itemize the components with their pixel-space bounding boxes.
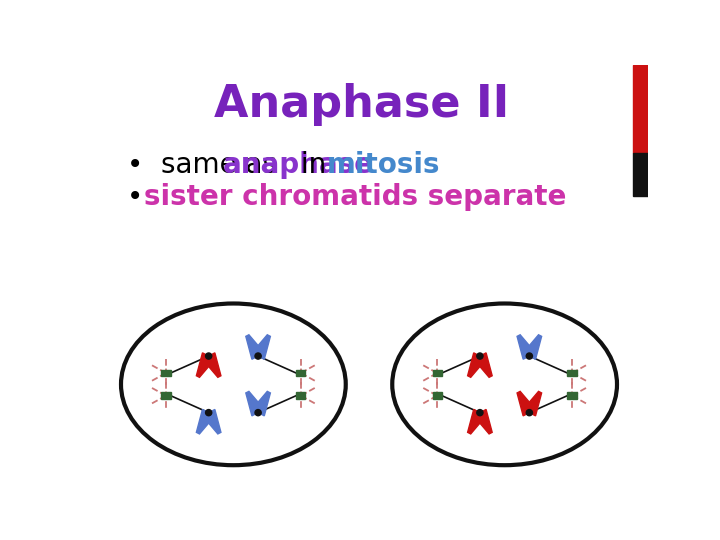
Bar <box>161 392 171 399</box>
Polygon shape <box>474 409 492 434</box>
Text: •  same as: • same as <box>127 151 286 179</box>
Polygon shape <box>517 392 536 416</box>
Bar <box>433 392 442 399</box>
Text: •: • <box>127 183 161 211</box>
Text: sister chromatids separate: sister chromatids separate <box>144 183 567 211</box>
Circle shape <box>477 409 483 416</box>
Polygon shape <box>197 353 215 377</box>
Polygon shape <box>202 353 221 377</box>
Bar <box>296 392 305 399</box>
Polygon shape <box>474 353 492 377</box>
Polygon shape <box>517 335 536 359</box>
Polygon shape <box>523 392 541 416</box>
Bar <box>433 369 442 376</box>
Text: mitosis: mitosis <box>327 151 441 179</box>
Ellipse shape <box>392 303 617 465</box>
Circle shape <box>255 353 261 359</box>
Text: anaphase: anaphase <box>222 151 374 179</box>
Polygon shape <box>246 392 264 416</box>
Polygon shape <box>252 392 271 416</box>
Text: Anaphase II: Anaphase II <box>214 83 509 126</box>
Ellipse shape <box>121 303 346 465</box>
Polygon shape <box>197 409 215 434</box>
Polygon shape <box>246 335 264 359</box>
Bar <box>567 369 577 376</box>
Polygon shape <box>202 409 221 434</box>
Bar <box>632 65 648 153</box>
Circle shape <box>205 409 212 416</box>
Polygon shape <box>467 353 486 377</box>
Circle shape <box>526 353 533 359</box>
Polygon shape <box>252 335 271 359</box>
Text: in: in <box>292 151 336 179</box>
Bar <box>161 369 171 376</box>
Circle shape <box>526 409 533 416</box>
Circle shape <box>205 353 212 359</box>
Bar <box>296 369 305 376</box>
Circle shape <box>255 409 261 416</box>
Bar <box>567 392 577 399</box>
Circle shape <box>477 353 483 359</box>
Bar <box>632 153 648 195</box>
Polygon shape <box>467 409 486 434</box>
Polygon shape <box>523 335 541 359</box>
